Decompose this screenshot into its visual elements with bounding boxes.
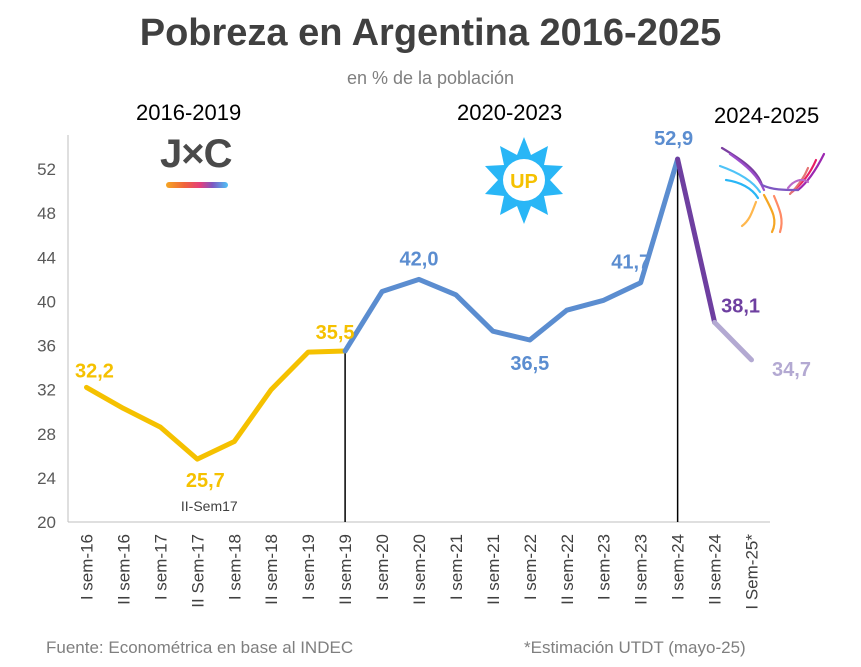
data-label: 34,7	[772, 359, 811, 381]
x-tick-label: I sem-22	[521, 534, 540, 600]
data-label: 35,5	[316, 322, 355, 344]
x-tick-label: I sem-24	[669, 534, 688, 600]
x-tick-label: II sem-19	[336, 534, 355, 605]
source-note: Fuente: Econométrica en base al INDEC	[46, 638, 354, 657]
y-tick-label: 48	[37, 204, 56, 223]
up-logo-text: UP	[510, 171, 538, 193]
x-tick-label: II sem-23	[632, 534, 651, 605]
y-tick-label: 40	[37, 292, 56, 311]
y-tick-label: 36	[37, 337, 56, 356]
series-line-lla	[675, 156, 718, 325]
x-tick-label: I sem-21	[447, 534, 466, 600]
x-tick-label: II sem-24	[706, 534, 725, 605]
x-tick-label: II Sem-17	[188, 534, 207, 608]
period-label-jxc: 2016-2019	[136, 100, 242, 125]
period-label-lla: 2024-2025	[714, 103, 820, 128]
x-tick-label: I sem-20	[373, 534, 392, 600]
y-tick-label: 28	[37, 425, 56, 444]
series-line-up	[342, 156, 681, 354]
x-tick-label: II sem-18	[262, 534, 281, 605]
x-tick-label: II sem-22	[558, 534, 577, 605]
data-label: 32,2	[75, 360, 114, 382]
jxc-logo-stripe	[166, 182, 228, 188]
chart-title: Pobreza en Argentina 2016-2025	[139, 12, 722, 54]
y-tick-label: 20	[37, 513, 56, 532]
x-tick-label: I sem-17	[151, 534, 170, 600]
data-label: 42,0	[400, 248, 439, 270]
up-sun-logo: UP	[485, 137, 563, 224]
period-label-up: 2020-2023	[457, 100, 563, 125]
data-label: 25,7	[186, 470, 225, 492]
y-tick-label: 32	[37, 381, 56, 400]
x-tick-label: I sem-18	[225, 534, 244, 600]
x-tick-label: I sem-19	[299, 534, 318, 600]
series-line-jxc	[84, 348, 348, 462]
x-tick-label: II sem-20	[410, 534, 429, 605]
x-tick-label: I sem-23	[595, 534, 614, 600]
x-tick-label: II sem-21	[484, 534, 503, 605]
data-label: 52,9	[654, 128, 693, 150]
annotation-label: II-Sem17	[181, 498, 238, 514]
series-line-estimación	[712, 319, 754, 363]
x-tick-label: I sem-16	[77, 534, 96, 600]
data-label: 38,1	[721, 295, 760, 317]
chart-subtitle: en % de la población	[346, 68, 515, 88]
jxc-logo: J×C	[160, 132, 233, 192]
x-tick-label: I Sem-25*	[743, 534, 762, 610]
y-tick-label: 24	[37, 469, 56, 488]
phoenix-logo	[718, 146, 826, 234]
estimate-note: *Estimación UTDT (mayo-25)	[524, 638, 746, 657]
y-tick-label: 44	[37, 248, 56, 267]
data-label: 36,5	[510, 353, 549, 375]
jxc-logo-text: J×C	[160, 132, 233, 176]
x-tick-label: II sem-16	[114, 534, 133, 605]
y-tick-label: 52	[37, 160, 56, 179]
data-label: 41,7	[611, 252, 650, 274]
